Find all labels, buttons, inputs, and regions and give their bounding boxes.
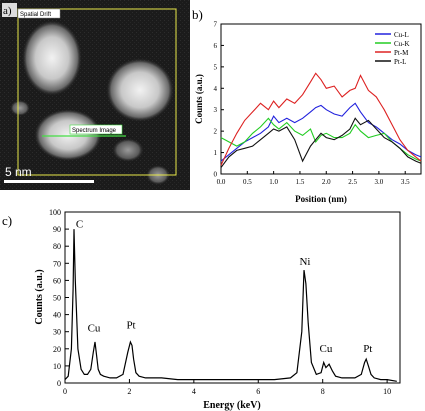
chart-c-y-tick-label: 40 [53,311,61,320]
chart-b-legend: Cu-LCu-KPt-MPt-L [372,28,418,70]
chart-c-y-tick-label: 70 [53,259,61,268]
spatial-drift-label-box [17,8,61,19]
series-line-cu-k [220,117,422,162]
chart-c-x-tick-label: 6 [256,387,260,396]
panel-a: Spatial Drift Spectrum Image 5 nm a) [0,0,190,190]
panel-b-label: b) [192,7,203,22]
legend-label-cu-k: Cu-K [394,40,410,48]
series-line-pt-m [220,72,422,166]
chart-b-y-tick-label: 6 [214,42,218,50]
chart-b-y-tick-label: 4 [214,85,218,93]
spectrum-image-label-box [69,124,123,135]
panel-a-label-box [2,3,17,17]
peak-label-c: C [76,218,83,230]
chart-b-y-axis-label: Counts (a.u.) [194,74,204,124]
chart-b-legend-box [372,28,418,70]
spatial-drift-box [17,8,177,176]
chart-c-x-tick-label: 8 [321,387,325,396]
chart-b-y-tick-label: 3 [214,106,218,114]
chart-c-x-tick-label: 10 [383,387,391,396]
chart-b-y-tick-label: 2 [214,128,218,136]
panel-a-label: a) [3,5,12,17]
nanoparticle [34,109,102,161]
chart-c-y-tick-label: 50 [53,294,61,303]
chart-b-x-tick-label: 1.5 [296,178,305,186]
panel-b: b) 0.0 0.5 1.0 1.5 2.0 2.5 3.0 3.5 0 1 2 3 4 5 6 7 Posi… [192,7,422,204]
chart-b-x-axis-label: Position (nm) [295,194,347,204]
peak-label-pt: Pt [363,343,372,355]
panel-c-label: c) [2,213,12,228]
chart-c-frame [64,211,401,384]
chart-c-y-tick-label: 60 [53,276,61,285]
chart-c-x-tick-label: 4 [192,387,196,396]
chart-b-x-tick-label: 0.0 [217,178,226,186]
chart-c-y-tick-label: 100 [49,208,61,217]
spectrum-line [64,229,397,382]
chart-c-x-tick-label: 2 [127,387,131,396]
chart-c-x-tick-label: 0 [63,387,67,396]
chart-b-y-tick-label: 7 [214,21,218,29]
peak-label-ni: Ni [299,256,310,268]
chart-b-x-tick-label: 3.5 [401,178,410,186]
series-line-cu-l [220,102,422,162]
chart-b-x-tick-label: 2.5 [348,178,357,186]
chart-c-y-tick-label: 80 [53,242,61,251]
scale-bar-label: 5 nm [5,165,32,179]
peak-label-cu: Cu [88,323,101,335]
chart-c-y-tick-label: 90 [53,225,61,234]
legend-label-cu-l: Cu-L [394,31,409,39]
nanoparticle [22,20,82,96]
chart-c-y-tick-label: 10 [53,362,61,371]
peak-label-cu: Cu [319,343,332,355]
legend-label-pt-l: Pt-L [394,58,406,66]
nanoparticle [10,100,30,116]
nanoparticle [106,58,174,122]
chart-b-frame [220,23,422,175]
chart-b-x-tick-label: 1.0 [269,178,278,186]
spectrum-image-label: Spectrum Image [72,128,117,134]
chart-b-x-tick-label: 3.0 [375,178,384,186]
chart-c-y-tick-label: 0 [57,379,61,388]
peak-label-pt: Pt [126,319,135,331]
chart-b-y-tick-label: 1 [214,149,218,157]
chart-c-y-tick-label: 20 [53,345,61,354]
series-line-pt-l [220,117,422,168]
chart-c-y-tick-label: 30 [53,328,61,337]
chart-c-y-axis-label: Counts (a.u.) [34,269,45,324]
nanoparticle [112,138,144,162]
chart-b-x-tick-label: 2.0 [322,178,331,186]
scale-bar [4,180,94,183]
chart-b-x-tick-label: 0.5 [243,178,252,186]
chart-c-x-axis-label: Energy (keV) [203,400,261,411]
spatial-drift-label: Spatial Drift [20,12,51,18]
chart-b-y-tick-label: 5 [214,63,218,71]
chart-b-y-tick-label: 0 [214,171,218,179]
legend-label-pt-m: Pt-M [394,49,409,57]
